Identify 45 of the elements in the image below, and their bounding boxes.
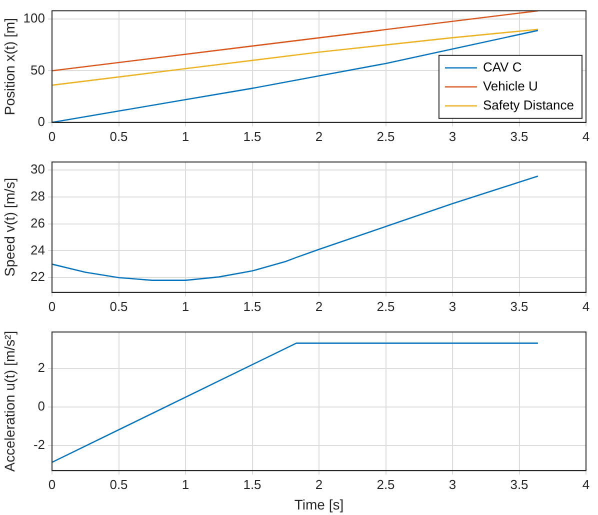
x-tick-label: 3.5 [510, 128, 528, 144]
x-tick-label: 2.5 [376, 476, 395, 492]
y-axis-title: Speed v(t) [m/s] [1, 178, 18, 277]
y-tick-label: 100 [23, 10, 45, 26]
x-tick-label: 3 [448, 476, 456, 492]
legend-label: CAV C [482, 59, 522, 74]
x-tick-label: 0.5 [110, 128, 128, 144]
x-tick-label: 2 [315, 298, 323, 314]
legend-label: Vehicle U [482, 78, 538, 94]
x-tick-label: 0 [48, 298, 56, 314]
x-tick-label: 1 [182, 298, 190, 314]
x-tick-label: 1.5 [243, 128, 262, 144]
y-tick-label: 24 [30, 242, 45, 258]
x-tick-label: 4 [582, 128, 590, 144]
y-tick-label: 30 [30, 162, 45, 177]
x-tick-label: 0.5 [110, 476, 128, 492]
y-axis-title: Acceleration u(t) [m/s²] [1, 330, 18, 472]
x-tick-label: 1 [182, 476, 190, 492]
x-axis-title: Time [s] [294, 496, 344, 512]
x-tick-label: 0.5 [110, 298, 128, 314]
x-tick-label: 3.5 [510, 298, 528, 314]
x-tick-label: 1 [182, 128, 190, 144]
x-tick-label: 0 [48, 128, 56, 144]
y-tick-label: 2 [38, 360, 45, 376]
y-axis-title: Position x(t) [m] [1, 18, 18, 116]
x-tick-label: 1.5 [243, 476, 262, 492]
x-tick-label: 4 [582, 476, 590, 492]
x-tick-label: 2.5 [376, 298, 395, 314]
y-tick-label: 28 [30, 188, 45, 204]
legend-label: Safety Distance [482, 97, 574, 112]
y-tick-label: 26 [30, 215, 45, 230]
y-tick-label: 0 [38, 398, 45, 414]
x-tick-label: 0 [48, 476, 56, 492]
y-tick-label: 50 [30, 62, 45, 78]
y-tick-label: 0 [38, 114, 45, 129]
x-tick-label: 2.5 [376, 128, 395, 144]
x-tick-label: 2 [315, 476, 323, 492]
x-tick-label: 4 [582, 298, 590, 314]
x-tick-label: 3 [448, 128, 456, 144]
y-tick-label: 22 [30, 269, 45, 284]
x-tick-label: 2 [315, 128, 323, 144]
y-tick-label: -2 [33, 437, 45, 452]
x-tick-label: 3 [448, 298, 456, 314]
x-tick-label: 3.5 [510, 476, 528, 492]
x-tick-label: 1.5 [243, 298, 262, 314]
